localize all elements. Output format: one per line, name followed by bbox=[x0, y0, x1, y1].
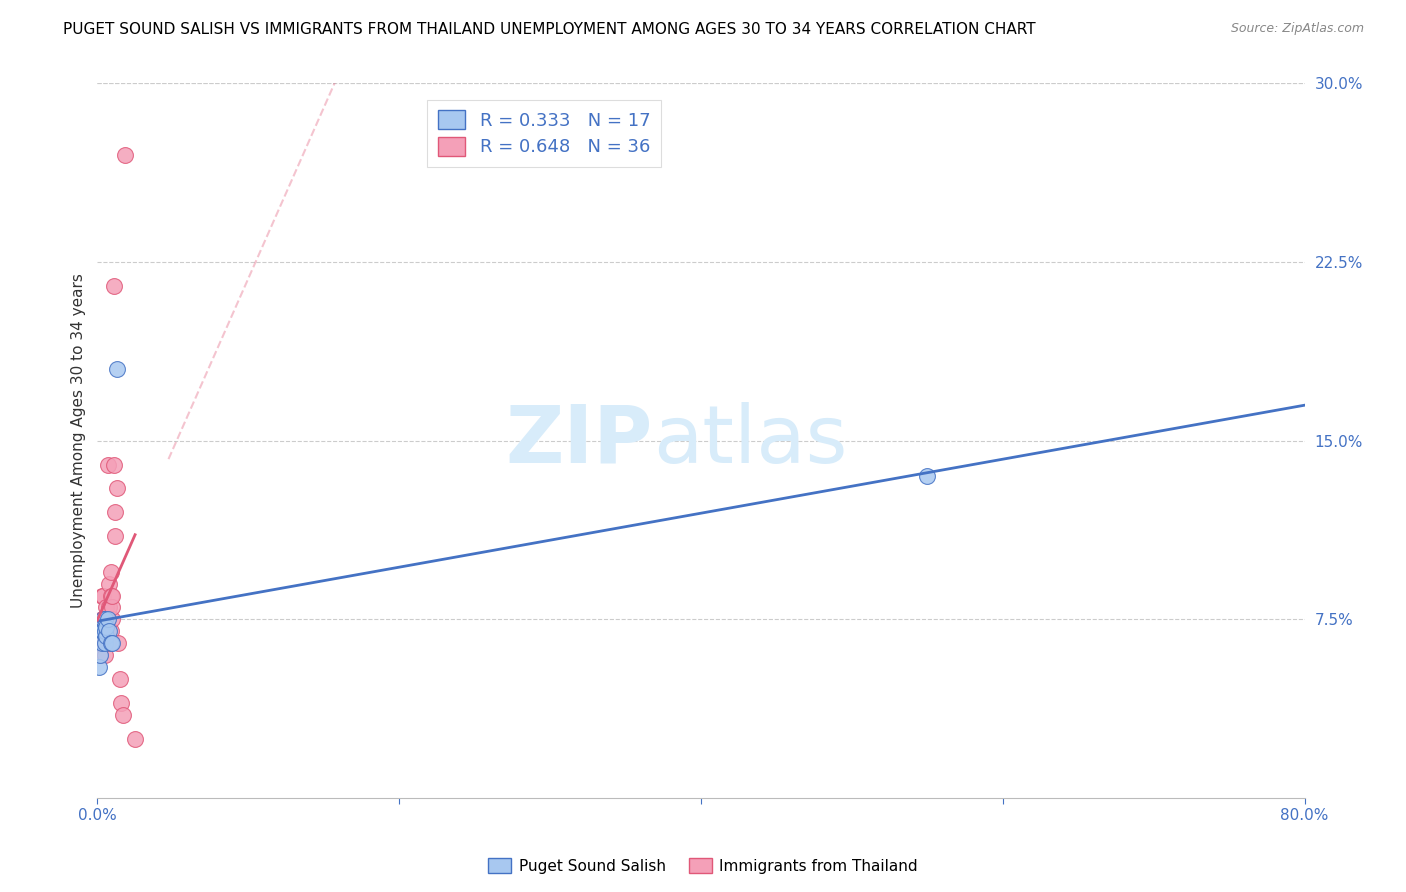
Point bbox=[87, 660, 110, 674]
Point bbox=[94, 612, 117, 626]
Point bbox=[124, 731, 146, 746]
Point bbox=[101, 589, 124, 603]
Point bbox=[100, 624, 122, 639]
Point bbox=[89, 636, 111, 650]
Text: ZIP: ZIP bbox=[506, 401, 652, 480]
Point bbox=[90, 624, 112, 639]
Point bbox=[100, 565, 122, 579]
Point bbox=[111, 707, 134, 722]
Point bbox=[96, 624, 118, 639]
Y-axis label: Unemployment Among Ages 30 to 34 years: Unemployment Among Ages 30 to 34 years bbox=[72, 273, 86, 608]
Point bbox=[917, 469, 939, 483]
Point bbox=[107, 636, 129, 650]
Point bbox=[104, 505, 127, 519]
Point bbox=[89, 648, 111, 662]
Point bbox=[87, 636, 110, 650]
Point bbox=[97, 458, 120, 472]
Point bbox=[93, 612, 115, 626]
Point bbox=[94, 624, 117, 639]
Point bbox=[96, 600, 118, 615]
Point bbox=[93, 624, 115, 639]
Point bbox=[96, 612, 118, 626]
Point bbox=[105, 482, 128, 496]
Point bbox=[104, 529, 127, 543]
Text: atlas: atlas bbox=[652, 401, 846, 480]
Point bbox=[90, 589, 112, 603]
Point bbox=[90, 612, 112, 626]
Point bbox=[100, 589, 122, 603]
Point bbox=[93, 589, 115, 603]
Point bbox=[97, 612, 120, 626]
Point bbox=[93, 612, 115, 626]
Point bbox=[98, 600, 121, 615]
Text: PUGET SOUND SALISH VS IMMIGRANTS FROM THAILAND UNEMPLOYMENT AMONG AGES 30 TO 34 : PUGET SOUND SALISH VS IMMIGRANTS FROM TH… bbox=[63, 22, 1036, 37]
Point bbox=[90, 636, 112, 650]
Point bbox=[101, 612, 124, 626]
Legend: R = 0.333   N = 17, R = 0.648   N = 36: R = 0.333 N = 17, R = 0.648 N = 36 bbox=[427, 100, 661, 167]
Point bbox=[105, 362, 128, 376]
Point bbox=[96, 629, 118, 643]
Point bbox=[110, 696, 132, 710]
Point bbox=[98, 576, 121, 591]
Point bbox=[94, 624, 117, 639]
Point bbox=[87, 624, 110, 639]
Point bbox=[97, 624, 120, 639]
Point bbox=[101, 600, 124, 615]
Point bbox=[108, 672, 131, 686]
Point bbox=[94, 648, 117, 662]
Point bbox=[97, 636, 120, 650]
Point bbox=[94, 636, 117, 650]
Legend: Puget Sound Salish, Immigrants from Thailand: Puget Sound Salish, Immigrants from Thai… bbox=[482, 852, 924, 880]
Text: Source: ZipAtlas.com: Source: ZipAtlas.com bbox=[1230, 22, 1364, 36]
Point bbox=[114, 148, 136, 162]
Point bbox=[94, 636, 117, 650]
Point bbox=[101, 636, 124, 650]
Point bbox=[103, 458, 125, 472]
Point bbox=[96, 619, 118, 633]
Point bbox=[98, 624, 121, 639]
Point bbox=[100, 636, 122, 650]
Point bbox=[89, 648, 111, 662]
Point bbox=[103, 279, 125, 293]
